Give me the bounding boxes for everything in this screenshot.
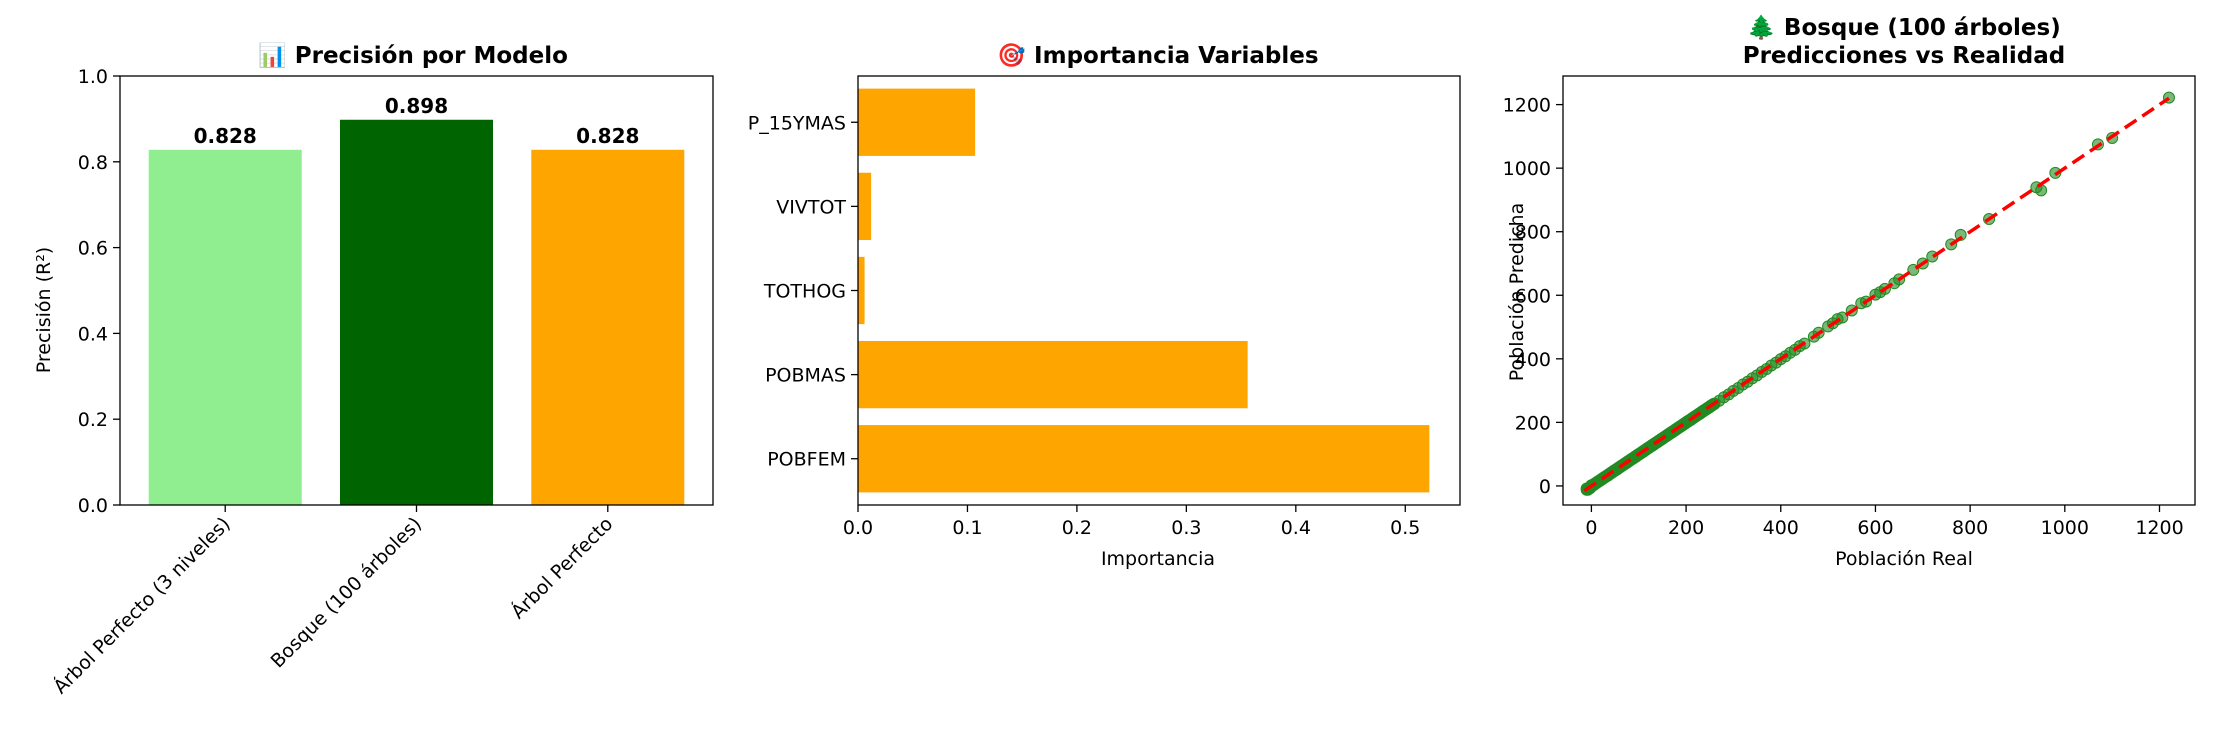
chart1-x-tick-label: Árbol Perfecto (3 niveles) [49, 512, 235, 698]
chart1-value-label: 0.828 [194, 124, 257, 148]
chart2-bar [858, 88, 976, 156]
chart3-x-tick-label: 400 [1763, 517, 1799, 539]
chart3-y-tick-label: 0 [1539, 476, 1551, 498]
chart3-x-tick-label: 0 [1585, 517, 1597, 539]
chart2-x-tick-label: 0.1 [952, 517, 982, 539]
chart1-y-tick-label: 0.6 [78, 238, 108, 260]
chart2-x-tick-label: 0.0 [843, 517, 873, 539]
chart1-bar [148, 149, 302, 505]
chart1-y-tick-label: 0.4 [78, 323, 108, 345]
chart3-y-tick-label: 800 [1515, 222, 1551, 244]
chart1-y-tick-label: 0.2 [78, 409, 108, 431]
chart3-x-tick-label: 600 [1857, 517, 1893, 539]
chart1-y-tick-label: 0.8 [78, 152, 108, 174]
chart3-x-ticks: 0 200 400 600 800 1000 1200 [1585, 505, 2184, 539]
chart3-x-axis-label: Población Real [1835, 548, 1973, 570]
chart2-y-tick-label: TOTHOG [763, 281, 846, 303]
chart3-y-tick-label: 600 [1515, 285, 1551, 307]
chart1-axes-frame [119, 75, 714, 506]
chart2-bar [858, 172, 872, 241]
chart2-y-tick-label: VIVTOT [776, 196, 846, 218]
chart3-y-axis-label: Población Predicha [1506, 203, 1528, 382]
chart2-title: 🎯 Importancia Variables [997, 42, 1318, 69]
chart2-x-tick-label: 0.4 [1281, 517, 1311, 539]
chart3-y-tick-label: 200 [1515, 412, 1551, 434]
chart1-bar [339, 119, 494, 506]
chart3-reference-line [1583, 96, 2170, 493]
chart2-bar [858, 256, 865, 325]
chart3-subtitle: Predicciones vs Realidad [1743, 43, 2066, 69]
chart3-y-tick-label: 400 [1515, 349, 1551, 371]
chart1-bar [531, 149, 685, 505]
chart3-x-tick-label: 1200 [2135, 517, 2183, 539]
chart1-bars: 0.828 0.898 0.828 [148, 94, 685, 506]
chart2-y-ticks: POBFEM POBMAS TOTHOG VIVTOT P_15YMAS [748, 112, 858, 471]
chart1-title: 📊 Precisión por Modelo [258, 42, 568, 69]
chart2-bar [858, 425, 1430, 493]
chart3-y-tick-label: 1200 [1503, 95, 1551, 117]
chart3-x-tick-label: 800 [1952, 517, 1988, 539]
chart2-axes-frame [857, 75, 1461, 506]
chart1-value-label: 0.898 [385, 94, 448, 118]
predictions-vs-reality-chart: 🌲 Bosque (100 árboles) Predicciones vs R… [1503, 14, 2196, 570]
chart1-x-ticks: Árbol Perfecto (3 niveles) Bosque (100 ár… [49, 505, 617, 698]
chart1-x-tick-label: Árbol Perfecto [506, 512, 617, 623]
chart1-y-axis-label: Precisión (R²) [33, 247, 55, 373]
chart2-x-ticks: 0.0 0.1 0.2 0.3 0.4 0.5 [843, 505, 1420, 539]
chart2-x-tick-label: 0.2 [1062, 517, 1092, 539]
chart2-y-tick-label: POBMAS [765, 365, 846, 387]
chart1-y-ticks: 0.0 0.2 0.4 0.6 0.8 1.0 [78, 66, 120, 517]
chart3-y-ticks: 0 200 400 600 800 1000 1200 [1503, 95, 1563, 498]
chart3-axes-frame [1562, 75, 2196, 506]
chart2-x-axis-label: Importancia [1101, 548, 1215, 570]
chart3-x-tick-label: 1000 [2041, 517, 2089, 539]
chart1-value-label: 0.828 [576, 124, 639, 148]
chart3-points [1580, 91, 2175, 496]
chart2-y-tick-label: POBFEM [767, 449, 846, 471]
chart1-y-tick-label: 0.0 [78, 495, 108, 517]
chart3-y-tick-label: 1000 [1503, 158, 1551, 180]
chart2-y-tick-label: P_15YMAS [748, 112, 846, 134]
chart2-bars [858, 88, 1430, 493]
variable-importance-chart: 🎯 Importancia Variables POBFEM POBMAS TOTH… [748, 42, 1461, 570]
chart1-x-tick-label: Bosque (100 árboles) [267, 513, 426, 672]
chart2-bar [858, 340, 1248, 409]
chart3-x-tick-label: 200 [1668, 517, 1704, 539]
chart3-point [2035, 184, 2048, 197]
accuracy-by-model-chart: 📊 Precisión por Modelo 0.828 0.898 0.828 0… [33, 42, 714, 698]
chart2-x-tick-label: 0.3 [1171, 517, 1201, 539]
chart2-x-tick-label: 0.5 [1390, 517, 1420, 539]
chart1-y-tick-label: 1.0 [78, 66, 108, 88]
chart3-point [1954, 228, 1967, 241]
chart3-title: 🌲 Bosque (100 árboles) [1747, 14, 2060, 41]
